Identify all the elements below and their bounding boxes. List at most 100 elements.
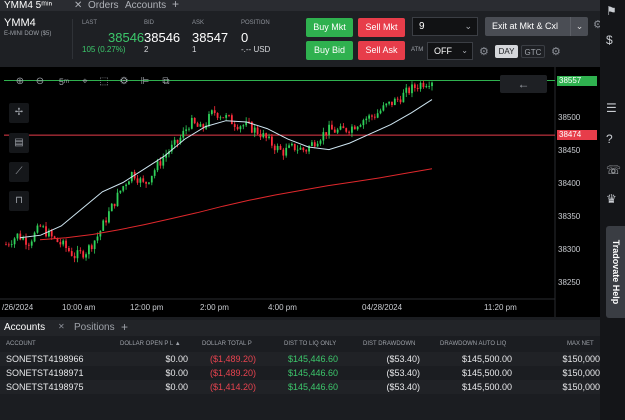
col-dist-liq[interactable]: DIST TO LIQ ONLY (284, 341, 337, 347)
exit-at-market-button[interactable]: Exit at Mkt & Cxl ⌄ (485, 17, 588, 36)
candle-body (359, 125, 362, 127)
tif-day-toggle[interactable]: DAY (495, 45, 518, 58)
candle-body (245, 121, 248, 126)
candle-body (82, 251, 85, 258)
add-tab-button[interactable]: + (121, 320, 129, 334)
col-drawdown-auto-liq[interactable]: DRAWDOWN AUTO LIQ (440, 341, 507, 347)
cell-open-pl: $0.00 (165, 354, 188, 364)
col-dist-drawdown[interactable]: DIST DRAWDOWN (363, 341, 416, 347)
trophy-icon[interactable]: ♛ (606, 192, 617, 206)
candle-body (96, 236, 99, 241)
zoom-out-icon[interactable]: ⊖ (35, 76, 45, 87)
candle-body (196, 123, 199, 127)
col-total-pl[interactable]: DOLLAR TOTAL P (202, 341, 252, 347)
draw-line-icon[interactable]: ⟋ (9, 162, 29, 182)
templates-icon[interactable]: ⧉ (162, 76, 170, 87)
candle-body (362, 120, 365, 126)
last-label: LAST (82, 20, 98, 26)
candle-body (356, 126, 359, 130)
ask-label: ASK (192, 20, 205, 26)
cell-max-net: $150,000 (562, 354, 600, 364)
col-max-net[interactable]: MAX NET (567, 341, 594, 347)
candle-body (50, 230, 53, 237)
buy-bid-button[interactable]: Buy Bid (306, 41, 353, 60)
candle-body (425, 86, 428, 88)
candle-body (142, 178, 145, 182)
gear-icon[interactable]: ⚙ (479, 46, 489, 58)
candle-body (391, 101, 393, 106)
quote-panel: YMM4 E-MINI DOW ($5) LAST 38546 105 (0.2… (0, 11, 603, 67)
help-icon[interactable]: ? (606, 132, 613, 146)
candle-body (268, 136, 270, 138)
tab-chart[interactable]: YMM4 5ᵐᶦⁿ (4, 0, 53, 11)
bell-icon[interactable]: ⚑ (606, 4, 617, 18)
tab-accounts-top[interactable]: Accounts (125, 0, 167, 11)
cell-dist-to-liq: $145,446.60 (287, 368, 338, 378)
candle-body (36, 225, 39, 233)
cursor-icon[interactable]: ✢ (9, 103, 29, 123)
chevron-down-icon[interactable]: ⌄ (464, 21, 472, 31)
candle-body (250, 121, 253, 133)
candle-body (76, 250, 79, 259)
quantity-input[interactable]: 9 ⌄ (412, 17, 478, 36)
candle-body (190, 117, 193, 129)
candle-body (228, 115, 230, 116)
candle-body (373, 116, 376, 118)
close-icon[interactable]: ✕ (58, 322, 65, 331)
tif-gtc-toggle[interactable]: GTC (521, 45, 545, 58)
table-row[interactable]: SONETST4198975 $0.00 ($1,414.20) $145,446.6… (0, 380, 600, 394)
tab-accounts[interactable]: Accounts (4, 322, 46, 333)
lock-icon[interactable]: ⊓ (9, 191, 29, 211)
candle-body (93, 240, 96, 250)
tab-positions[interactable]: Positions (74, 322, 115, 333)
select-area-icon[interactable]: ⬚ (99, 76, 109, 87)
dollar-icon[interactable]: $ (606, 33, 613, 47)
interval-selector[interactable]: 5ᵐ (58, 77, 70, 87)
zoom-in-icon[interactable]: ⊕ (15, 76, 25, 87)
help-tab[interactable]: Tradovate Help (606, 226, 625, 318)
price-chart[interactable]: ⊕ ⊖ 5ᵐ ⌖ ⬚ ⚙ ⊫ ⧉ ✢ ▤ ⟋ ⊓ ← 38557 38474 38… (0, 67, 600, 317)
sell-ask-button[interactable]: Sell Ask (358, 41, 405, 60)
table-row[interactable]: SONETST4198971 $0.00 ($1,489.20) $145,446.6… (0, 366, 600, 380)
atm-select[interactable]: OFF ⌄ (427, 42, 473, 60)
candle-body (145, 181, 147, 184)
candle-body (193, 117, 196, 124)
close-icon[interactable]: ✕ (74, 0, 83, 11)
notes-icon[interactable]: ▤ (9, 133, 29, 153)
candle-body (328, 124, 330, 136)
arrow-left-icon[interactable]: ← (500, 75, 547, 93)
candle-body (265, 133, 268, 138)
candle-body (382, 105, 385, 111)
right-sidebar: ⚑ $ ☰ ? ☏ ♛ (600, 0, 625, 420)
table-row[interactable]: SONETST4198966 $0.00 ($1,489.20) $145,446.6… (0, 352, 600, 366)
moving-average-fast (19, 99, 433, 239)
tab-orders[interactable]: Orders (88, 0, 119, 11)
gear-icon[interactable]: ⚙ (551, 46, 561, 58)
candle-body (210, 110, 213, 114)
candle-body (199, 124, 202, 127)
chat-icon[interactable]: ☏ (606, 163, 622, 177)
ask-price: 38547 (192, 30, 229, 45)
buy-market-button[interactable]: Buy Mkt (306, 18, 353, 37)
cell-account-id: SONETST4198971 (6, 368, 84, 378)
crosshair-icon[interactable]: ⌖ (82, 76, 88, 87)
sell-market-button[interactable]: Sell Mkt (358, 18, 405, 37)
symbol-name[interactable]: YMM4 (4, 17, 36, 29)
chevron-down-icon[interactable]: ⌄ (570, 17, 588, 36)
menu-icon[interactable]: ☰ (606, 101, 617, 115)
y-tick-label: 38400 (558, 178, 581, 188)
chart-canvas[interactable] (0, 67, 600, 317)
candle-body (122, 186, 125, 191)
col-account[interactable]: ACCOUNT (6, 341, 36, 347)
indicators-icon[interactable]: ⊫ (140, 76, 150, 87)
candle-body (22, 237, 25, 240)
candle-body (365, 118, 368, 121)
gear-icon[interactable]: ⚙ (593, 19, 603, 31)
candle-body (371, 115, 373, 117)
gear-icon[interactable]: ⚙ (119, 76, 129, 87)
x-tick-label: 04/28/2024 (362, 303, 403, 312)
col-open-pl[interactable]: DOLLAR OPEN P L ▲ (120, 341, 181, 347)
add-tab-button[interactable]: + (172, 0, 180, 11)
candle-body (25, 237, 27, 245)
price-tag: 38474 (557, 130, 597, 141)
